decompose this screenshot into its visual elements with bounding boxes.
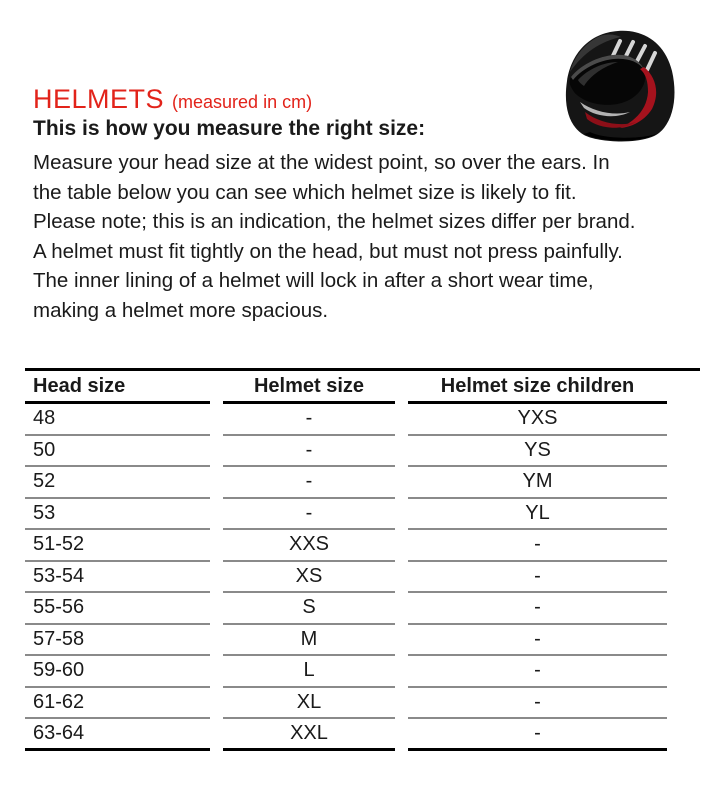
- cell-helmet-size-children: -: [408, 656, 667, 688]
- cell-helmet-size: XXS: [223, 530, 395, 562]
- column-header-helmet-size-children: Helmet size children: [408, 371, 667, 404]
- cell-head-size: 51-52: [25, 530, 210, 562]
- cell-helmet-size-children: -: [408, 719, 667, 751]
- cell-helmet-size: -: [223, 404, 395, 436]
- table-row: 52 - YM: [25, 467, 667, 499]
- cell-helmet-size-children: -: [408, 625, 667, 656]
- table-row: 53 - YL: [25, 499, 667, 530]
- cell-head-size: 63-64: [25, 719, 210, 751]
- cell-helmet-size-children: -: [408, 593, 667, 625]
- column-header-helmet-size: Helmet size: [223, 371, 395, 404]
- table-row: 51-52 XXS -: [25, 530, 667, 562]
- table-header-row: Head size Helmet size Helmet size childr…: [25, 371, 667, 404]
- cell-head-size: 59-60: [25, 656, 210, 688]
- table-row: 61-62 XL -: [25, 688, 667, 719]
- cell-helmet-size-children: YM: [408, 467, 667, 499]
- table-row: 59-60 L -: [25, 656, 667, 688]
- column-header-head-size: Head size: [25, 371, 210, 404]
- cell-helmet-size-children: YS: [408, 436, 667, 467]
- table-top-rule: [25, 368, 700, 371]
- table-row: 63-64 XXL -: [25, 719, 667, 751]
- cell-helmet-size-children: YL: [408, 499, 667, 530]
- page-title-row: HELMETS (measured in cm): [33, 84, 312, 115]
- intro-line: The inner lining of a helmet will lock i…: [33, 269, 594, 292]
- cell-helmet-size: XS: [223, 562, 395, 593]
- intro-line: the table below you can see which helmet…: [33, 180, 577, 204]
- intro-line: making a helmet more spacious.: [33, 298, 329, 322]
- cell-helmet-size: -: [223, 467, 395, 499]
- cell-helmet-size-children: YXS: [408, 404, 667, 436]
- cell-helmet-size: -: [223, 499, 395, 530]
- table-row: 50 - YS: [25, 436, 667, 467]
- cell-helmet-size: -: [223, 436, 395, 467]
- intro-line: A helmet must fit tightly on the head, b…: [33, 239, 623, 263]
- cell-head-size: 53: [25, 499, 210, 530]
- cell-helmet-size: XL: [223, 688, 395, 719]
- table-row: 53-54 XS -: [25, 562, 667, 593]
- table-row: 57-58 M -: [25, 625, 667, 656]
- cell-helmet-size-children: -: [408, 530, 667, 562]
- table-row: 48 - YXS: [25, 404, 667, 436]
- cell-helmet-size: XXL: [223, 719, 395, 751]
- helmet-image: [554, 24, 688, 150]
- cell-helmet-size: M: [223, 625, 395, 656]
- full-face-helmet-icon: [565, 30, 675, 142]
- cell-head-size: 61-62: [25, 688, 210, 719]
- table-row: 55-56 S -: [25, 593, 667, 625]
- cell-head-size: 55-56: [25, 593, 210, 625]
- cell-helmet-size: S: [223, 593, 395, 625]
- cell-helmet-size-children: -: [408, 562, 667, 593]
- cell-head-size: 52: [25, 467, 210, 499]
- intro-line: Measure your head size at the widest poi…: [33, 151, 610, 174]
- intro-paragraph: Measure your head size at the widest poi…: [33, 148, 635, 325]
- page-title: HELMETS: [33, 84, 165, 114]
- page-title-unit-note: (measured in cm): [172, 92, 313, 112]
- cell-helmet-size-children: -: [408, 688, 667, 719]
- cell-head-size: 57-58: [25, 625, 210, 656]
- cell-helmet-size: L: [223, 656, 395, 688]
- cell-head-size: 53-54: [25, 562, 210, 593]
- cell-head-size: 50: [25, 436, 210, 467]
- size-table: Head size Helmet size Helmet size childr…: [25, 368, 700, 751]
- intro-line: Please note; this is an indication, the …: [33, 210, 636, 233]
- section-heading: This is how you measure the right size:: [33, 117, 426, 140]
- cell-head-size: 48: [25, 404, 210, 436]
